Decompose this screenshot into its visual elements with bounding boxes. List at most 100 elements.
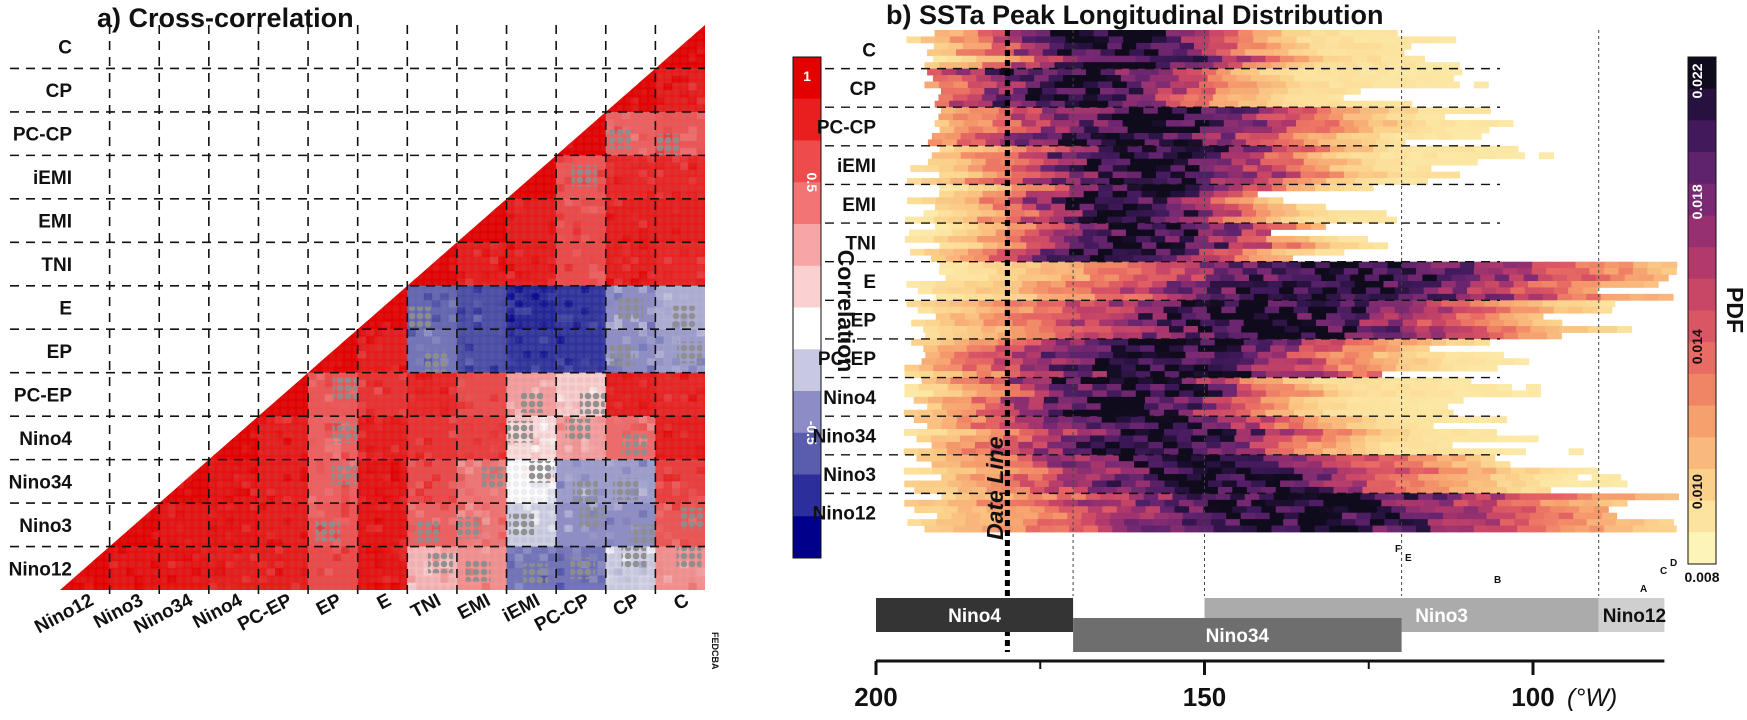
pdf-cell-Nino4 <box>1433 403 1449 411</box>
pdf-cell-Nino12 <box>1139 512 1155 520</box>
pdf-cell-TNI <box>1040 242 1056 250</box>
pdf-cell-E <box>1423 287 1439 295</box>
pdf-cell-EMI <box>1025 190 1041 198</box>
pdf-cell-PC-CP <box>1216 139 1233 147</box>
pdf-cell-EP <box>954 332 970 340</box>
pdf-cell-iEMI <box>1098 145 1114 153</box>
sub-cell <box>365 256 375 265</box>
pdf-cell-CP <box>1230 68 1246 76</box>
pdf-cell-PC-EP <box>964 358 981 366</box>
pdf-cell-Nino12 <box>1153 519 1169 526</box>
pdf-cell-PC-EP <box>1400 345 1416 353</box>
pdf-cell-E <box>1126 268 1142 275</box>
sub-cell <box>184 104 193 112</box>
pdf-cell-iEMI <box>1303 158 1319 166</box>
pdf-cell-Nino4 <box>1323 409 1339 417</box>
pdf-cell-TNI <box>1237 235 1253 243</box>
sub-cell <box>217 321 226 330</box>
pdf-cell-Nino12 <box>1067 512 1083 520</box>
sub-cell <box>200 343 209 351</box>
pdf-cell-C <box>1386 62 1403 70</box>
pdf-cell-EMI <box>1256 210 1272 218</box>
pdf-cell-TNI <box>1046 255 1062 263</box>
pdf-cell-CP <box>952 94 968 102</box>
pdf-cell-iEMI <box>1401 171 1417 179</box>
pdf-cell-EMI <box>962 216 978 224</box>
pdf-cell-Nino34 <box>1043 416 1059 423</box>
sub-cell <box>217 416 226 424</box>
pdf-cell-CP <box>1005 75 1021 82</box>
pdf-cell-Nino34 <box>1004 448 1021 456</box>
pdf-cell-Nino3 <box>1380 467 1396 475</box>
pdf-cell-PC-CP <box>1249 132 1265 140</box>
sub-cell <box>101 401 110 409</box>
block-CP-Nino34 <box>159 68 210 113</box>
pdf-cell-EP <box>1055 319 1071 327</box>
pdf-cell-CP <box>1198 94 1214 102</box>
sub-cell <box>233 119 242 127</box>
pdf-cell-C <box>1222 55 1238 63</box>
sub-cell <box>655 32 664 40</box>
pdf-cell-PC-CP <box>1027 107 1043 115</box>
pdf-cell-C <box>1164 55 1180 63</box>
pdf-cell-PC-CP <box>1343 113 1359 121</box>
sub-cell <box>399 242 408 250</box>
pdf-cell-Nino34 <box>999 422 1015 430</box>
sub-cell <box>184 336 193 344</box>
pdf-cell-CP <box>1140 94 1156 102</box>
insignificant-dots <box>320 246 346 269</box>
sub-cell <box>465 177 474 185</box>
pdf-cell-Nino34 <box>1145 416 1161 423</box>
pdf-cell-EP <box>952 326 968 333</box>
pdf-cell-E <box>1585 281 1601 288</box>
pdf-cell-Nino3 <box>1389 474 1405 481</box>
pdf-cell-iEMI <box>1192 152 1208 160</box>
pdf-cell-TNI <box>1214 242 1230 250</box>
sub-cell <box>580 68 590 76</box>
pdf-cell-Nino4 <box>1130 396 1146 404</box>
pdf-cell-C <box>1092 42 1108 50</box>
pdf-cell-C <box>1296 36 1312 44</box>
sub-cell <box>275 206 284 214</box>
pdf-cell-Nino34 <box>1090 441 1106 449</box>
sub-cell <box>671 32 681 40</box>
sub-cell <box>423 155 433 163</box>
pdf-cell-PC-CP <box>1360 107 1376 115</box>
pdf-cell-Nino34 <box>1395 448 1411 456</box>
pdf-cell-PC-EP <box>1236 371 1253 378</box>
pdf-cell-C <box>1294 55 1310 63</box>
block-PC-CP-EP <box>308 111 359 156</box>
pdf-cell-Nino12 <box>1051 519 1067 526</box>
pdf-cell-Nino3 <box>1217 486 1233 494</box>
pdf-cell-EP <box>1510 306 1526 314</box>
sub-cell <box>126 97 135 105</box>
pdf-cell-C <box>1201 49 1217 57</box>
pdf-cell-Nino34 <box>1087 416 1103 423</box>
pdf-cell-Nino3 <box>1466 461 1482 469</box>
sub-cell <box>117 271 127 279</box>
pdf-cell-C <box>1079 30 1095 37</box>
insignificant-dots <box>212 162 238 185</box>
sub-cell <box>167 372 176 380</box>
pdf-cell-PC-EP <box>1041 338 1057 346</box>
pdf-cell-E <box>1639 274 1655 282</box>
pdf-cell-EP <box>1499 313 1515 321</box>
sub-cell <box>647 61 656 69</box>
pdf-cell-TNI <box>953 242 970 250</box>
sub-cell <box>266 169 275 178</box>
sub-cell <box>250 213 259 221</box>
insignificant-dots <box>358 70 383 93</box>
pdf-cell-CP <box>1063 75 1079 82</box>
pdf-cell-E <box>1032 274 1048 282</box>
sub-cell <box>291 111 300 120</box>
pdf-cell-Nino3 <box>1292 454 1308 462</box>
sub-cell <box>167 242 176 250</box>
pdf-cell-Nino3 <box>1145 486 1161 494</box>
pdf-cell-Nino4 <box>1289 396 1305 404</box>
pdf-cell-PC-EP <box>1460 351 1476 359</box>
pdf-cell-PC-EP <box>1301 338 1317 346</box>
pdf-cell-Nino34 <box>1028 422 1044 430</box>
pdf-cell-EP <box>1154 326 1170 333</box>
pdf-cell-C <box>1280 42 1296 50</box>
pdf-cell-EP <box>1026 332 1042 340</box>
